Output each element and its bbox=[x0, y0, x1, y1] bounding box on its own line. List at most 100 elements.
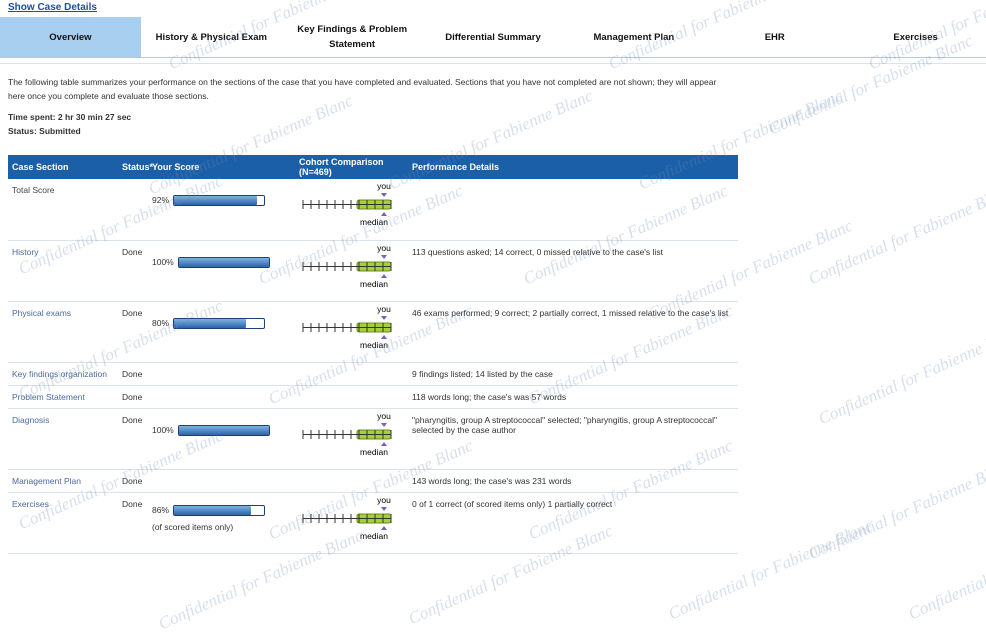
score-note: (of scored items only) bbox=[152, 521, 234, 532]
show-case-details[interactable]: Show Case Details bbox=[8, 2, 97, 13]
score-bar bbox=[178, 257, 269, 267]
cohort-widget: you median bbox=[302, 411, 392, 457]
score-label: 92% bbox=[152, 195, 170, 205]
cohort-cell: you median bbox=[295, 179, 408, 241]
watermark: Confidential for Fabienne Blanc bbox=[805, 455, 986, 564]
median-label: median bbox=[360, 217, 388, 227]
tab[interactable]: Key Findings & Problem Statement bbox=[297, 24, 408, 50]
you-pointer bbox=[381, 422, 387, 427]
case-section: Total Score bbox=[8, 179, 118, 241]
status-cell: Done bbox=[118, 385, 148, 409]
case-section[interactable]: Physical exams bbox=[8, 301, 118, 363]
details: "pharyngitis, group A streptococcal" sel… bbox=[412, 414, 718, 435]
score-cell bbox=[148, 469, 295, 493]
median-pointer bbox=[381, 212, 387, 216]
performance-table: Case Section Status* Your Score Cohort Comp… bbox=[8, 155, 738, 554]
details-cell: 143 words long; the case's was 231 words bbox=[408, 469, 738, 493]
score-bar-frame bbox=[177, 424, 270, 436]
case-section[interactable]: Management Plan bbox=[8, 469, 118, 493]
score-cell bbox=[148, 385, 295, 409]
median-label: median bbox=[360, 279, 388, 289]
status: Done bbox=[122, 498, 143, 509]
column-header: Case Section bbox=[8, 155, 118, 179]
tab-bar: Overview History & Physical Exam Key Findi… bbox=[0, 17, 986, 58]
details-cell: 113 questions asked; 14 correct, 0 misse… bbox=[408, 240, 738, 302]
intro-text: The following table summarizes your perf… bbox=[8, 77, 717, 101]
column-header: Status* bbox=[118, 155, 153, 179]
tab[interactable]: Exercises bbox=[893, 31, 938, 43]
score-wrap: 100% bbox=[152, 257, 291, 268]
score-bar bbox=[178, 425, 269, 435]
table-row: Diagnosis Done 100% you median "pharyngitis, … bbox=[8, 408, 738, 470]
case-section[interactable]: Problem Statement bbox=[8, 385, 118, 409]
score-wrap: 86% bbox=[152, 505, 291, 516]
case-section[interactable]: Diagnosis bbox=[8, 408, 118, 470]
watermark: Confidential for Fabienne Blanc bbox=[815, 320, 986, 429]
tab[interactable]: History & Physical Exam bbox=[155, 31, 267, 43]
case-section[interactable]: Exercises bbox=[8, 492, 118, 554]
score-cell: 80% bbox=[148, 301, 295, 363]
cohort-widget: you median bbox=[302, 243, 392, 289]
time-spent: Time spent: 2 hr 30 min 27 sec bbox=[8, 112, 132, 122]
details-cell bbox=[408, 179, 738, 241]
median-label: median bbox=[360, 531, 388, 541]
score-cell: 100% bbox=[148, 240, 295, 302]
table-row: Management Plan Done 143 words long; the c… bbox=[8, 469, 738, 493]
column-header: Your Score bbox=[148, 155, 295, 179]
table-row: Key findings organization Done 9 findings … bbox=[8, 362, 738, 386]
score-wrap: 80% bbox=[152, 318, 291, 329]
separator bbox=[0, 63, 986, 64]
cohort-widget: you median bbox=[302, 304, 392, 350]
median-pointer bbox=[381, 525, 387, 530]
you-label: you bbox=[377, 181, 391, 191]
status: Done bbox=[122, 368, 143, 379]
details: 9 findings listed; 14 listed by the case bbox=[412, 368, 553, 379]
status-cell bbox=[118, 179, 148, 241]
score-cell bbox=[148, 362, 295, 386]
cohort-cell bbox=[295, 469, 408, 493]
cohort-widget: you median bbox=[302, 495, 392, 541]
details: 0 of 1 correct (of scored items only) 1 … bbox=[412, 498, 613, 509]
tab[interactable]: EHR bbox=[764, 31, 785, 43]
tab[interactable]: Overview bbox=[0, 17, 141, 57]
details: 46 exams performed; 9 correct; 2 partial… bbox=[412, 307, 729, 318]
case-section[interactable]: History bbox=[8, 240, 118, 302]
cohort-cell bbox=[295, 385, 408, 409]
median-pointer bbox=[381, 441, 387, 446]
score-wrap: 92% bbox=[152, 195, 291, 207]
details-cell: 9 findings listed; 14 listed by the case bbox=[408, 362, 738, 386]
score-cell: 86% (of scored items only) bbox=[148, 492, 295, 554]
score-bar-frame bbox=[173, 317, 266, 329]
status: Done bbox=[122, 414, 143, 425]
cohort-widget: you median bbox=[302, 181, 392, 227]
watermark: Confidential for Fabienne Blanc bbox=[805, 180, 986, 289]
details: 143 words long; the case's was 231 words bbox=[412, 475, 572, 486]
details: 113 questions asked; 14 correct, 0 misse… bbox=[412, 246, 663, 257]
score-wrap: 100% bbox=[152, 425, 291, 436]
score-label: 80% bbox=[152, 317, 170, 328]
status: Done bbox=[122, 246, 143, 257]
median-label: median bbox=[360, 340, 388, 350]
status: Done bbox=[122, 307, 143, 318]
status: Done bbox=[122, 391, 143, 402]
score-bar-frame bbox=[177, 256, 270, 268]
status-cell: Done bbox=[118, 492, 148, 554]
cohort-cell: you median bbox=[295, 301, 408, 363]
score-label: 86% bbox=[152, 504, 170, 515]
details: 118 words long; the case's was 57 words bbox=[412, 391, 567, 402]
you-pointer bbox=[381, 506, 387, 511]
tab[interactable]: Management Plan bbox=[593, 31, 675, 43]
status-cell: Done bbox=[118, 469, 148, 493]
table-row: Exercises Done 86% (of scored items only) yo… bbox=[8, 492, 738, 554]
you-pointer bbox=[381, 254, 387, 259]
table-body: Total Score 92% you median History Done 100% yo… bbox=[8, 179, 738, 554]
case-section[interactable]: Key findings organization bbox=[8, 362, 118, 386]
you-label: you bbox=[377, 243, 391, 253]
details-cell: "pharyngitis, group A streptococcal" sel… bbox=[408, 408, 738, 470]
score-bar bbox=[174, 318, 247, 328]
score-bar-frame bbox=[173, 195, 266, 207]
tab[interactable]: Differential Summary bbox=[445, 31, 541, 43]
watermark: Confidential for Fabienne Blanc bbox=[905, 516, 986, 624]
header-row: Case Section Status* Your Score Cohort Comp… bbox=[8, 155, 738, 179]
score-bar-frame bbox=[173, 504, 266, 516]
